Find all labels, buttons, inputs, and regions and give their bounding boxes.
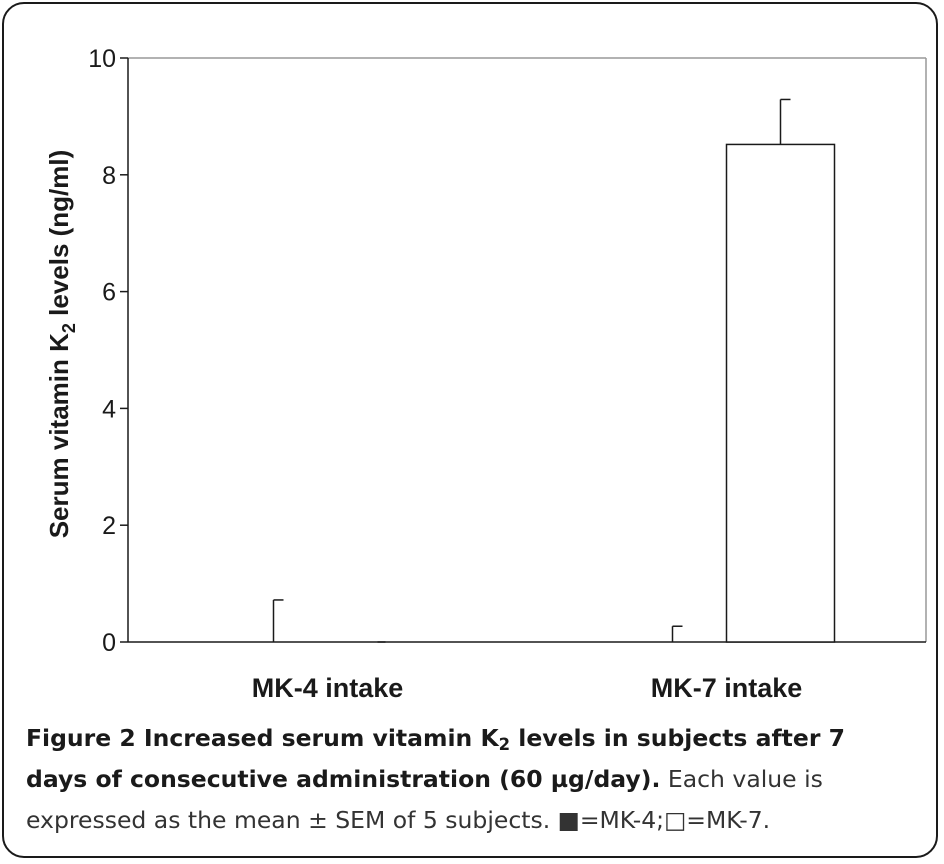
y-tick-label: 10 <box>88 45 116 73</box>
y-tick-label: 0 <box>102 629 116 657</box>
bar-chart: 0 2 4 6 8 10 MK-4 intake MK-7 intake Serum vit… <box>44 45 927 703</box>
figure-caption: Figure 2 Increased serum vitamin K2 leve… <box>26 718 906 841</box>
caption-title: Figure 2 Increased serum vitamin K2 leve… <box>26 724 845 793</box>
y-tick-label: 8 <box>102 162 116 190</box>
category-label: MK-4 intake <box>252 673 404 703</box>
error-bars <box>272 98 791 643</box>
y-tick-label: 6 <box>102 279 116 307</box>
y-ticks: 0 2 4 6 8 10 <box>88 45 128 657</box>
y-axis-label: Serum vitamin K2 levels (ng/ml) <box>44 150 79 539</box>
category-labels: MK-4 intake MK-7 intake <box>252 673 803 703</box>
bars <box>725 143 836 643</box>
category-label: MK-7 intake <box>651 673 803 703</box>
bar <box>725 143 836 643</box>
caption-body: Each value is expressed as the mean ± SE… <box>26 765 823 834</box>
y-tick-label: 4 <box>102 395 116 423</box>
y-tick-label: 2 <box>102 512 116 540</box>
